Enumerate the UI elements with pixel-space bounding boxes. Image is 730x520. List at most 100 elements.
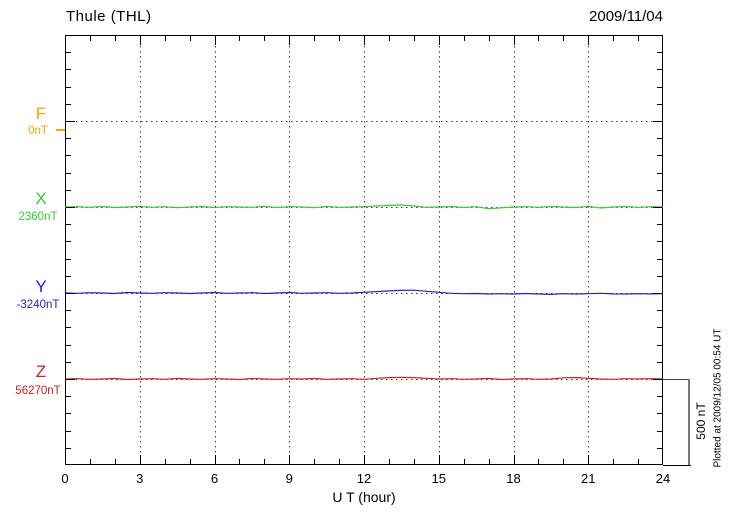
- series-label-y: Y: [35, 277, 47, 296]
- x-axis-tick: [638, 459, 640, 464]
- y-axis-tick: [66, 121, 75, 122]
- x-axis-tick: [388, 459, 390, 464]
- x-axis-tick: [289, 36, 291, 45]
- x-axis-tick: [364, 455, 365, 464]
- y-axis-tick: [657, 344, 662, 346]
- x-axis-tick: [538, 36, 540, 41]
- x-axis-tick: [264, 459, 266, 464]
- y-axis-tick: [657, 103, 662, 105]
- y-axis-tick: [66, 275, 71, 277]
- plotted-at-note: Plotted at 2009/12/05 00:54 UT: [712, 328, 724, 468]
- x-axis-tick: [613, 459, 615, 464]
- y-axis-tick: [657, 275, 662, 277]
- x-tick-label: 0: [61, 471, 69, 486]
- gridline-3h: [139, 36, 141, 464]
- x-axis-tick: [613, 36, 615, 41]
- x-tick-label: 6: [210, 471, 219, 486]
- x-axis-tick: [314, 36, 316, 41]
- plot-date: 2009/11/04: [589, 8, 663, 25]
- station-title: Thule (THL): [66, 8, 152, 25]
- y-axis-tick: [66, 327, 71, 329]
- gridline-15h: [438, 36, 440, 464]
- y-axis-tick: [66, 86, 71, 88]
- y-axis-tick: [66, 447, 71, 449]
- x-tick-label: 9: [285, 471, 293, 486]
- x-axis-tick: [89, 36, 91, 41]
- y-axis-tick: [657, 430, 662, 432]
- scale-bar-label: 500 nT: [694, 402, 708, 440]
- y-axis-tick: [66, 258, 71, 260]
- x-axis-tick: [314, 459, 316, 464]
- y-axis-tick: [653, 207, 662, 208]
- gridline-6h: [214, 36, 216, 464]
- y-axis-tick: [66, 172, 71, 174]
- y-axis-tick: [657, 310, 662, 312]
- y-axis-tick: [657, 396, 662, 398]
- x-axis-tick: [139, 455, 141, 464]
- x-axis-tick: [438, 36, 440, 45]
- gridline-9h: [289, 36, 291, 464]
- series-label-x: X: [35, 189, 47, 208]
- gridline-18h: [513, 36, 515, 464]
- x-axis-tick: [463, 36, 465, 41]
- x-axis-tick: [289, 455, 291, 464]
- x-axis-tick: [463, 459, 465, 464]
- x-axis-tick: [488, 36, 490, 41]
- y-axis-tick: [66, 379, 75, 380]
- y-axis-tick: [657, 172, 662, 174]
- x-axis-tick: [264, 36, 266, 41]
- x-tick-label: 21: [581, 471, 596, 486]
- x-axis-tick: [438, 455, 440, 464]
- y-axis-tick: [66, 207, 75, 208]
- y-axis-tick: [66, 293, 75, 294]
- y-axis-tick: [66, 52, 71, 54]
- y-axis-tick: [657, 258, 662, 260]
- x-axis-tick: [388, 36, 390, 41]
- y-axis-tick: [657, 241, 662, 243]
- y-axis-tick: [66, 103, 71, 105]
- x-tick-label: 15: [431, 471, 446, 486]
- f-baseline-marker-tick: [56, 129, 65, 131]
- x-axis-label: U T (hour): [332, 489, 396, 505]
- x-axis-tick: [89, 459, 91, 464]
- x-axis-tick: [164, 459, 166, 464]
- x-axis-tick: [339, 36, 341, 41]
- y-axis-tick: [66, 396, 71, 398]
- y-axis-tick: [657, 189, 662, 191]
- x-axis-tick: [114, 36, 116, 41]
- y-axis-tick: [653, 293, 662, 294]
- y-axis-tick: [66, 361, 71, 363]
- y-axis-tick: [657, 447, 662, 449]
- x-axis-tick: [339, 459, 341, 464]
- y-axis-tick: [66, 241, 71, 243]
- x-axis-tick: [239, 36, 241, 41]
- y-axis-tick: [66, 69, 71, 71]
- scale-bar-connector-line: [663, 379, 689, 380]
- y-axis-tick: [66, 413, 71, 415]
- x-tick-label: 18: [506, 471, 521, 486]
- series-label-z: Z: [35, 362, 47, 381]
- y-axis-tick: [657, 86, 662, 88]
- x-tick-label: 3: [136, 471, 144, 486]
- x-axis-tick: [214, 36, 216, 45]
- series-baseline-z: 56270nT: [15, 385, 61, 397]
- y-axis-tick: [66, 138, 71, 140]
- y-axis-tick: [657, 413, 662, 415]
- x-tick-label: 24: [655, 471, 671, 486]
- y-axis-tick: [657, 69, 662, 71]
- y-axis-tick: [657, 155, 662, 157]
- plot-area: [65, 35, 663, 465]
- x-axis-tick: [189, 459, 191, 464]
- x-axis-tick: [588, 36, 590, 45]
- x-axis-tick: [139, 36, 141, 45]
- x-axis-tick: [364, 36, 365, 45]
- y-axis-tick: [657, 138, 662, 140]
- gridline-12h: [364, 36, 365, 464]
- y-axis-tick: [657, 52, 662, 54]
- gridline-21h: [588, 36, 590, 464]
- x-axis-tick: [114, 459, 116, 464]
- x-axis-tick: [413, 36, 415, 41]
- scale-bar: [688, 379, 690, 466]
- x-tick-label: 12: [356, 471, 372, 486]
- y-axis-tick: [66, 189, 71, 191]
